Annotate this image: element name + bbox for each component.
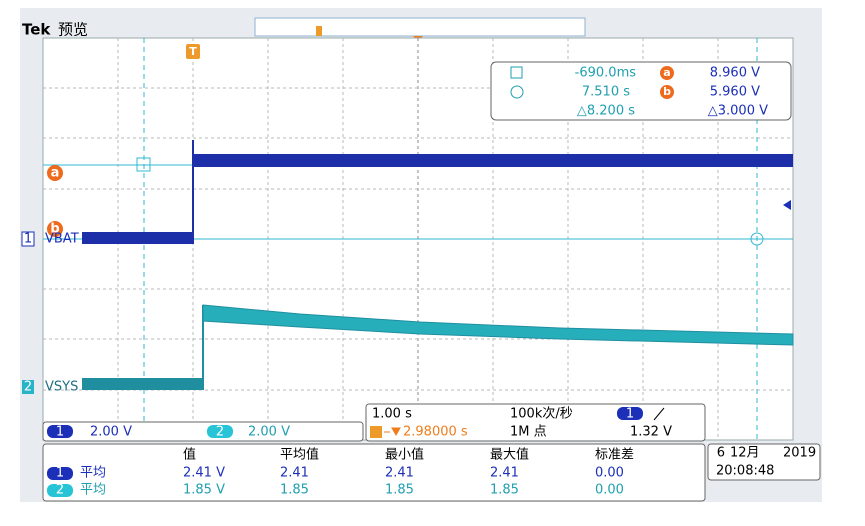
cursor-a-label: a [51, 166, 60, 181]
trigger-slope [653, 407, 665, 421]
channel-pill [47, 467, 73, 480]
measurement-value: 1.85 [280, 483, 309, 498]
column-header: 值 [183, 447, 196, 463]
timebase: 1.00 s [372, 407, 412, 422]
trigger-arrow [384, 427, 401, 437]
readout-b-badge [660, 85, 674, 99]
measurement-cells: 值 平均值 最小值 最大值 标准差 1 平均 2.41 V 2.41 2.41 2.41 0.00 2 平… [47, 447, 634, 498]
brand: Tek [22, 21, 51, 39]
row-channel: 2 [56, 483, 64, 498]
ch2-label: VSYS [45, 380, 78, 395]
column-header: 标准差 [595, 448, 634, 463]
measurement-value: 0.00 [595, 483, 624, 498]
ch2-pill-number: 2 [216, 425, 224, 440]
waveform-ch1 [193, 154, 793, 167]
mode: 预览 [58, 21, 88, 39]
row-type: 平均 [80, 483, 106, 498]
cursor-b-badge [47, 221, 63, 237]
trigger-marker [186, 44, 200, 59]
ch1-number: 1 [24, 232, 32, 247]
cursor-delta-value: △3.000 V [708, 104, 768, 119]
year: 2019 [783, 446, 816, 461]
measurement-value: 2.41 V [183, 466, 225, 481]
row-channel: 1 [56, 466, 64, 481]
ch2-number: 2 [24, 380, 32, 395]
waveform-ch2 [202, 304, 794, 346]
record-length: 1M 点 [510, 425, 547, 440]
cursor-readout [490, 61, 792, 121]
record-view [254, 17, 586, 37]
trigger-source: 1 [626, 407, 634, 422]
sample-rate: 100k次/秒 [510, 406, 573, 422]
readout-b-label: b [663, 85, 671, 98]
waveform-ch1 [82, 232, 193, 244]
measurement-value: 0.00 [595, 466, 624, 481]
measurement-value: 1.85 [385, 483, 414, 498]
ch2-marker [22, 380, 34, 394]
cursor-handle [136, 157, 151, 172]
measurement-value: 2.41 [385, 466, 414, 481]
cursor1-icon [510, 66, 523, 79]
time: 20:08:48 [716, 464, 774, 479]
readout-a-label: a [663, 66, 670, 79]
ch1-marker [21, 231, 35, 247]
channel-pill [47, 484, 73, 497]
column-header: 最大值 [490, 447, 529, 463]
cursor-delta-time: △8.200 s [577, 104, 635, 119]
column-header: 最小值 [385, 447, 424, 463]
datetime-box [707, 443, 821, 481]
month: 12月 [730, 446, 760, 461]
measurement-value: 2.41 [490, 466, 519, 481]
measurement-value: 1.85 V [183, 483, 225, 498]
cursor-a-badge [47, 165, 63, 181]
trigger-marker-label: T [189, 45, 197, 58]
trigger-source-pill [617, 407, 643, 420]
ch2-pill [207, 425, 233, 438]
column-header: 平均值 [280, 447, 319, 463]
ch1-pill [47, 425, 73, 438]
trigger-level: 1.32 V [630, 425, 672, 440]
trigger-pos-icon [370, 426, 382, 438]
ch1-label: VBAT [45, 232, 79, 247]
cursor-time1: -690.0ms [575, 66, 637, 81]
cursor-value-a: 8.960 V [710, 66, 760, 81]
channel-scales [42, 421, 364, 442]
waveform-ch2 [82, 378, 202, 390]
ch2-scale: 2.00 V [248, 425, 290, 440]
ch1-pill-number: 1 [56, 425, 64, 440]
measurement-value: 2.41 [280, 466, 309, 481]
row-type: 平均 [80, 466, 106, 481]
cursor-handle [750, 232, 764, 246]
measurement-table [42, 443, 706, 502]
readout-a-badge [660, 66, 674, 80]
ch1-scale: 2.00 V [90, 425, 132, 440]
cursor-b-label: b [50, 222, 59, 237]
record-window [316, 26, 322, 36]
cursor-value-b: 5.960 V [710, 85, 760, 100]
cursor2-icon [510, 85, 524, 99]
measurement-value: 1.85 [490, 483, 519, 498]
cursor-time2: 7.510 s [582, 85, 630, 100]
level-marker [783, 200, 791, 210]
day: 6 [717, 446, 725, 461]
trigger-position: 2.98000 s [403, 425, 468, 440]
